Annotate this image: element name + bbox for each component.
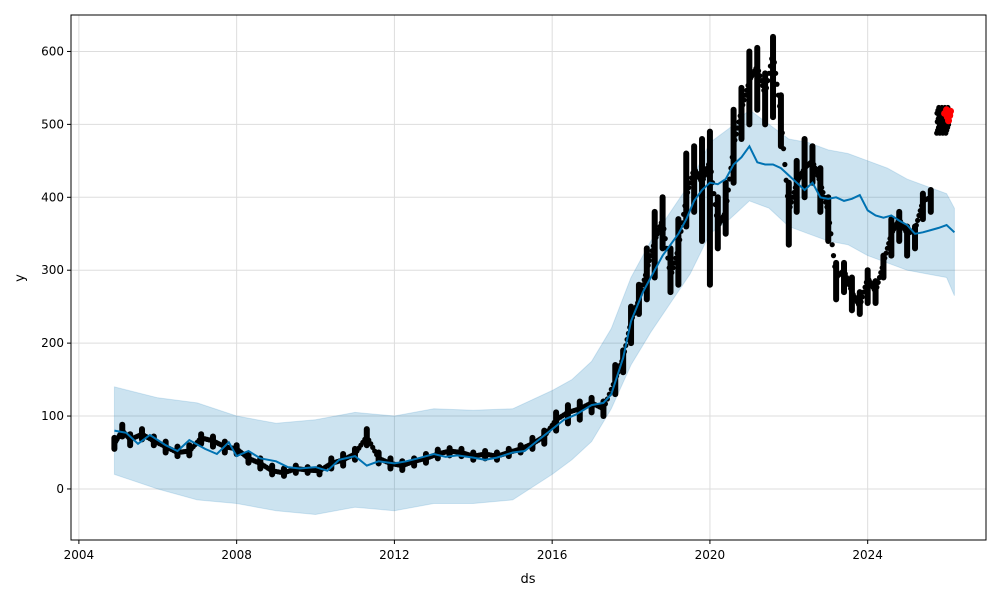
observed-point <box>646 257 653 264</box>
observed-point <box>669 270 675 276</box>
y-tick-label: 0 <box>56 482 64 496</box>
observed-point <box>830 253 837 259</box>
x-axis-ticks: 2004 2008 2012 2016 2020 2024 <box>64 540 883 562</box>
observed-point <box>667 274 674 281</box>
observed-point <box>874 284 880 290</box>
observed-point <box>819 184 825 191</box>
observed-point <box>770 48 776 55</box>
y-axis-ticks: 0 100 200 300 400 500 600 <box>41 44 71 496</box>
observed-point <box>724 198 730 204</box>
forecast-path <box>114 144 956 472</box>
observed-point <box>782 161 788 168</box>
observed-point <box>675 245 681 251</box>
observed-point <box>882 255 888 261</box>
observed-point <box>857 304 863 310</box>
observed-point <box>828 231 834 237</box>
x-tick-label: 2004 <box>64 548 95 562</box>
observed-point <box>773 70 779 76</box>
observed-point <box>740 102 746 108</box>
x-tick-label: 2016 <box>537 548 568 562</box>
x-tick-label: 2020 <box>695 548 726 562</box>
observed-point <box>763 85 770 91</box>
y-tick-label: 100 <box>41 409 64 423</box>
x-tick-label: 2012 <box>379 548 410 562</box>
observed-point <box>661 226 667 232</box>
observed-point <box>915 217 921 223</box>
observed-point <box>771 59 777 65</box>
observed-point <box>723 209 729 215</box>
observed-point <box>711 191 717 197</box>
observed-point <box>778 114 784 120</box>
observed-point <box>787 204 793 210</box>
observed-point <box>786 209 792 215</box>
y-tick-label: 200 <box>41 336 64 350</box>
observed-point <box>686 184 692 191</box>
y-axis-label: y <box>13 274 28 282</box>
observed-point <box>820 189 826 196</box>
observed-point <box>741 97 747 103</box>
observed-point <box>858 299 864 305</box>
observed-point <box>829 242 835 248</box>
observed-point <box>817 180 823 186</box>
observed-point <box>684 189 691 196</box>
observed-point <box>826 220 833 226</box>
forecast-line <box>114 144 956 472</box>
new-point <box>947 107 955 115</box>
y-tick-label: 600 <box>41 44 64 58</box>
new-points <box>941 106 955 125</box>
uncertainty-area <box>113 109 955 516</box>
observed-point <box>872 289 879 295</box>
observed-point <box>755 68 762 74</box>
observed-point <box>774 81 780 87</box>
observed-point <box>730 143 737 149</box>
observed-point <box>779 130 785 136</box>
observed-point <box>600 406 607 412</box>
observed-point <box>880 260 887 266</box>
observed-point <box>645 262 651 268</box>
observed-point <box>765 78 771 84</box>
observed-point <box>875 279 881 285</box>
observed-point <box>677 237 683 243</box>
observed-point <box>754 63 760 69</box>
x-tick-label: 2008 <box>221 548 252 562</box>
x-tick-label: 2024 <box>852 548 883 562</box>
observed-point <box>683 194 689 200</box>
observed-point <box>913 222 919 228</box>
x-axis-label: ds <box>520 572 535 587</box>
observed-point <box>662 236 668 242</box>
observed-point <box>738 107 745 113</box>
observed-point <box>757 73 763 79</box>
observed-point <box>725 187 731 193</box>
observed-point <box>883 250 889 256</box>
y-tick-label: 300 <box>41 263 64 277</box>
observed-point <box>733 131 739 137</box>
observed-point <box>707 158 713 164</box>
observed-point <box>788 199 795 205</box>
y-tick-label: 400 <box>41 190 64 204</box>
y-tick-label: 500 <box>41 117 64 131</box>
observed-point <box>644 267 650 273</box>
observed-point <box>928 194 934 200</box>
observed-point <box>670 265 676 271</box>
observed-point <box>780 146 787 152</box>
observed-point <box>825 209 831 215</box>
uncertainty-band <box>113 109 955 516</box>
observed-point <box>732 137 738 143</box>
observed-point <box>659 216 666 222</box>
observed-point <box>859 294 866 300</box>
observed-point <box>708 169 714 175</box>
observed-points <box>111 33 952 479</box>
observed-point <box>762 92 768 98</box>
plot-frame <box>70 14 987 541</box>
